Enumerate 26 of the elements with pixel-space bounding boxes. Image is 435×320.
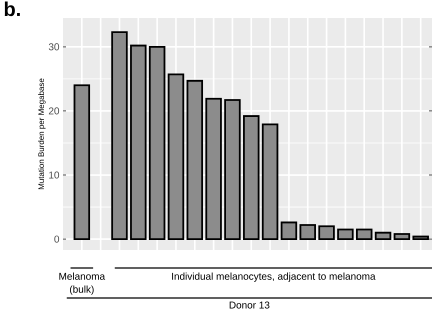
y-tick-label: 30 (48, 43, 60, 50)
bar (168, 73, 184, 240)
text: Donor 13 (230, 302, 270, 309)
bar (130, 44, 147, 240)
bar (374, 232, 392, 240)
bar (224, 99, 241, 240)
bar (280, 222, 298, 240)
bar (394, 233, 410, 240)
bar (318, 225, 335, 240)
bar (356, 228, 372, 240)
y-tick-label: 0 (54, 236, 60, 243)
bar (186, 80, 204, 240)
bar (205, 98, 222, 240)
bar (412, 236, 429, 240)
bar (243, 115, 260, 240)
chart-title: b. (4, 2, 20, 16)
y-tick-label: 10 (49, 171, 60, 179)
text: Melanoma (bulk) (59, 272, 106, 295)
y-tick-label: 20 (48, 107, 60, 114)
bar (300, 224, 316, 240)
text: Individual melanocytes, adjacent to melanoma (172, 272, 376, 282)
bar (74, 84, 90, 240)
bar (262, 123, 278, 240)
bar (111, 31, 128, 240)
bar (148, 46, 166, 240)
bar (337, 228, 354, 240)
